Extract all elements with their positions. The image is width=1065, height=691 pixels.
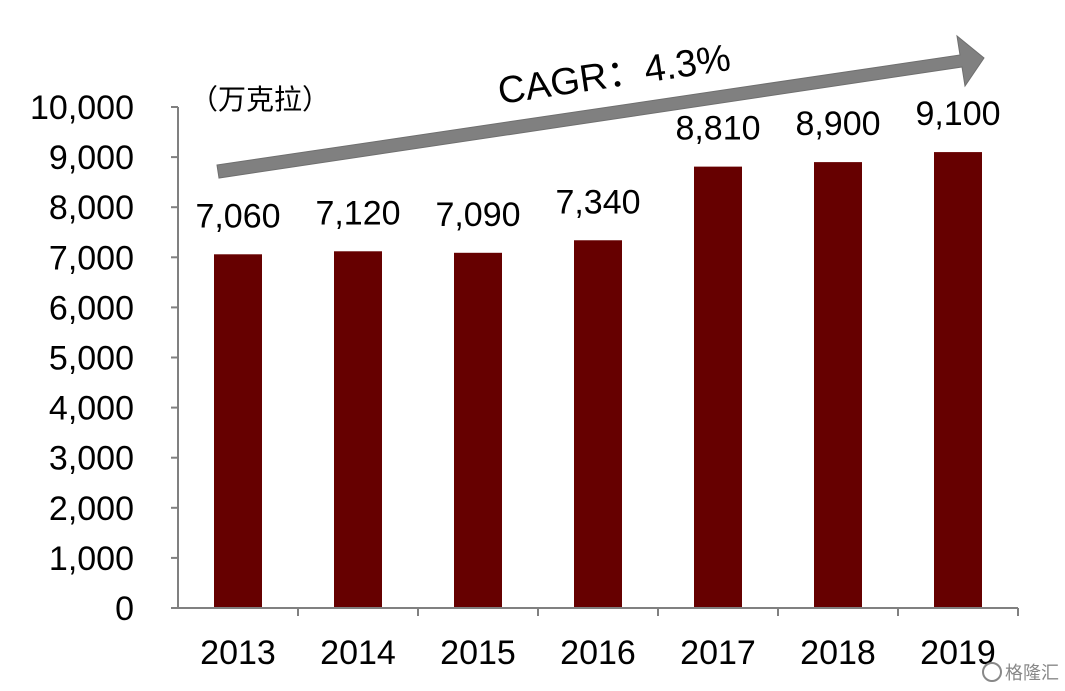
watermark-text: 格隆汇 (1005, 663, 1059, 684)
y-tick-label: 4,000 (49, 390, 134, 428)
data-label-2013: 7,060 (195, 197, 280, 235)
y-tick-label: 1,000 (49, 540, 134, 578)
bar-2015 (454, 252, 502, 608)
data-label-2015: 7,090 (435, 196, 520, 234)
x-tick-label: 2015 (440, 634, 516, 672)
x-tick-label: 2018 (800, 634, 876, 672)
y-tick-label: 8,000 (49, 189, 134, 227)
y-tick-label: 0 (115, 590, 134, 628)
x-tick-label: 2017 (680, 634, 756, 672)
data-labels-group: 7,060 7,120 7,090 7,340 8,810 8,900 9,100 (195, 95, 1000, 235)
x-tick-label: 2016 (560, 634, 636, 672)
bars-group (214, 152, 982, 609)
y-tick-label: 7,000 (49, 239, 134, 277)
x-tick-label: 2019 (920, 634, 996, 672)
watermark: 格隆汇 (982, 662, 1059, 684)
x-tick-label: 2014 (320, 634, 396, 672)
y-tick-label: 6,000 (49, 289, 134, 327)
x-tick-label: 2013 (200, 634, 276, 672)
y-tick-label: 5,000 (49, 340, 134, 378)
data-label-2018: 8,900 (795, 105, 880, 143)
y-tick-label: 2,000 (49, 490, 134, 528)
cagr-arrow (216, 34, 985, 179)
bar-2018 (814, 162, 862, 609)
y-tick-label: 3,000 (49, 440, 134, 478)
data-label-2016: 7,340 (555, 183, 640, 221)
x-axis: 2013 2014 2015 2016 2017 2018 2019 (177, 107, 1019, 672)
y-tick-label: 10,000 (30, 89, 134, 127)
data-label-2017: 8,810 (675, 110, 760, 148)
bar-2014 (334, 251, 382, 608)
y-axis-ticks: 0 1,000 2,000 3,000 4,000 5,000 6,000 7,000 8,00… (30, 89, 178, 628)
data-label-2019: 9,100 (915, 95, 1000, 133)
bar-2013 (214, 254, 262, 608)
bar-2019 (934, 152, 982, 608)
bar-2017 (694, 166, 742, 608)
unit-label: （万克拉） (190, 83, 330, 116)
bar-2016 (574, 240, 622, 609)
data-label-2014: 7,120 (315, 194, 400, 232)
watermark-logo-icon (982, 662, 1002, 682)
y-tick-label: 9,000 (49, 139, 134, 177)
